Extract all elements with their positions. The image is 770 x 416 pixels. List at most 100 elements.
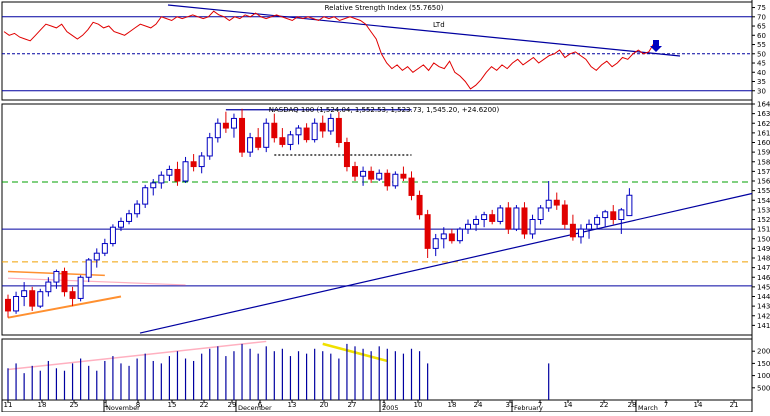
price-tick-label: 1640 xyxy=(757,101,770,109)
candle-body xyxy=(360,170,367,177)
candle-body xyxy=(53,270,60,283)
rsi-tick-label: 30 xyxy=(757,87,766,95)
date-tick-label: 14 xyxy=(694,401,703,409)
candle-body xyxy=(327,117,334,132)
candle-body xyxy=(150,182,157,189)
candle-body xyxy=(561,204,568,225)
candle-body xyxy=(497,207,504,222)
price-tick-label: 1440 xyxy=(757,293,770,301)
candle-body xyxy=(69,291,76,299)
volume-tick-label: 15000 xyxy=(757,360,770,368)
candle-body xyxy=(134,203,141,215)
candle-body xyxy=(239,117,246,153)
price-tick-label: 1430 xyxy=(757,303,770,311)
candle-body xyxy=(206,137,213,157)
candle-body xyxy=(247,137,254,153)
date-tick-label: 1 xyxy=(104,401,108,409)
candle-body xyxy=(77,276,84,299)
volume-tick-label: 5000 xyxy=(757,384,770,392)
candle-body xyxy=(37,291,44,307)
date-tick-label: 18 xyxy=(448,401,457,409)
date-tick-label: 25 xyxy=(70,401,79,409)
rsi-tick-label: 65 xyxy=(757,23,766,31)
price-tick-label: 1510 xyxy=(757,226,770,234)
candle-body xyxy=(577,228,584,238)
date-tick-label: 27 xyxy=(348,401,357,409)
price-tick-label: 1610 xyxy=(757,129,770,137)
date-tick-label: 29 xyxy=(228,401,237,409)
candle-body xyxy=(529,219,536,235)
volume-tick-label: 20000 xyxy=(757,348,770,356)
candle-body xyxy=(198,155,205,168)
candle-body xyxy=(230,117,237,129)
candle-body xyxy=(319,122,326,132)
candle-body xyxy=(408,177,415,196)
candle-body xyxy=(440,233,447,240)
price-title: NASDAQ 100 (1,524.04, 1,552.53, 1,523.73… xyxy=(269,106,500,114)
candle-body xyxy=(400,173,407,179)
candle-body xyxy=(222,122,229,129)
candle-body xyxy=(424,214,431,249)
candle-body xyxy=(311,122,318,141)
candle-body xyxy=(255,137,262,148)
candle-body xyxy=(376,172,383,180)
rsi-trendline xyxy=(167,4,681,57)
candle-body xyxy=(384,172,391,187)
date-tick-label: 24 xyxy=(474,401,483,409)
price-tick-label: 1490 xyxy=(757,245,770,253)
price-tick-label: 1410 xyxy=(757,322,770,330)
date-tick-label: 21 xyxy=(730,401,739,409)
candle-body xyxy=(473,219,480,225)
price-tick-label: 1520 xyxy=(757,216,770,224)
date-tick-label: 6 xyxy=(258,401,263,409)
price-trendline xyxy=(7,295,122,319)
date-tick-label: 7 xyxy=(664,401,668,409)
candle-body xyxy=(61,270,68,293)
candle-body xyxy=(182,161,189,182)
date-tick-label: 11 xyxy=(4,401,13,409)
candle-body xyxy=(93,252,100,261)
candle-body xyxy=(626,194,633,217)
candle-body xyxy=(618,209,625,220)
candle-body xyxy=(521,207,528,235)
price-tick-label: 1630 xyxy=(757,110,770,118)
date-tick-label: 22 xyxy=(200,401,209,409)
candle-body xyxy=(610,211,617,221)
price-tick-label: 1580 xyxy=(757,158,770,166)
candle-body xyxy=(158,174,165,184)
rsi-tick-label: 35 xyxy=(757,78,766,86)
candle-body xyxy=(85,259,92,278)
date-tick-label: 8 xyxy=(136,401,140,409)
down-arrow-icon xyxy=(650,40,662,52)
price-tick-label: 1470 xyxy=(757,264,770,272)
candle-body xyxy=(142,187,149,205)
price-tick-label: 1500 xyxy=(757,235,770,243)
candle-body xyxy=(295,127,302,136)
rsi-tick-label: 50 xyxy=(757,50,766,58)
candle-body xyxy=(545,199,552,209)
date-tick-label: 31 xyxy=(506,401,515,409)
candle-body xyxy=(432,238,439,249)
candle-body xyxy=(537,207,544,220)
candle-body xyxy=(489,214,496,222)
date-tick-label: 10 xyxy=(414,401,423,409)
date-tick-label: 22 xyxy=(600,401,609,409)
candle-body xyxy=(303,127,310,141)
candle-body xyxy=(352,166,359,177)
candle-body xyxy=(392,173,399,187)
candle-body xyxy=(13,296,20,312)
candle-body xyxy=(190,161,197,168)
date-tick-label: 13 xyxy=(288,401,297,409)
price-tick-label: 1560 xyxy=(757,178,770,186)
price-tick-label: 1570 xyxy=(757,168,770,176)
rsi-tick-label: 75 xyxy=(757,4,766,12)
month-label: 2005 xyxy=(382,404,399,412)
candle-body xyxy=(335,117,342,143)
price-tick-label: 1530 xyxy=(757,206,770,214)
candle-body xyxy=(287,134,294,145)
candle-body xyxy=(109,226,116,245)
candle-body xyxy=(214,122,221,139)
volume-tick-label: 10000 xyxy=(757,372,770,380)
candle-body xyxy=(21,290,28,298)
